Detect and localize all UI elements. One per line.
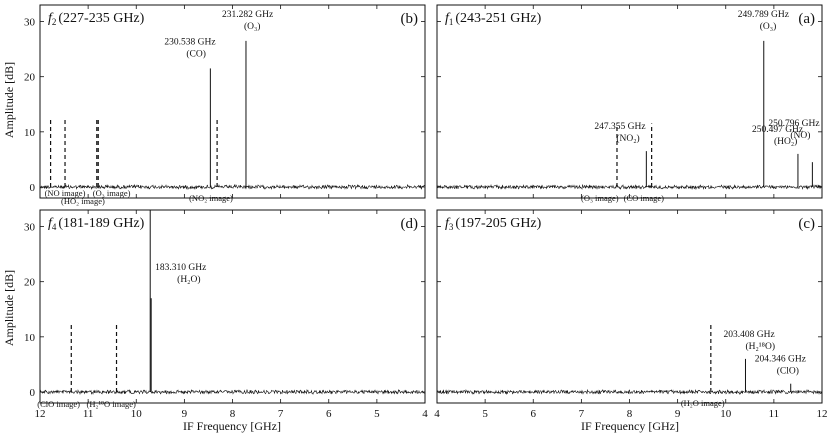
baseline-noise-trace — [437, 183, 822, 191]
panel-a: f1 (243-251 GHz) (a) 247.355 GHz(NO₂) 249.78… — [436, 4, 823, 203]
line-freq-label: 204.346 GHz — [755, 355, 806, 365]
x-tick-label: 7 — [278, 408, 284, 420]
line-freq-label: 203.408 GHz — [723, 330, 774, 340]
x-tick-label: 11 — [769, 408, 780, 420]
x-axis-label-right: IF Frequency [GHz] — [581, 419, 679, 433]
line-freq-label: 247.355 GHz — [594, 122, 645, 132]
line-species-label: (O₃) — [244, 21, 261, 32]
line-freq-label: 249.789 GHz — [738, 10, 789, 20]
panel-letter-b: (b) — [401, 11, 419, 27]
x-tick-label: 9 — [675, 408, 681, 420]
panel-data-a — [437, 40, 822, 191]
line-species-label: (HO₂) — [774, 136, 797, 147]
image-line-label: (H₂¹⁸O image) — [87, 399, 136, 409]
x-tick-label: 8 — [627, 408, 633, 420]
line-species-label: (ClO) — [777, 366, 799, 377]
line-species-label: (H₂¹⁸O) — [745, 341, 775, 352]
panel-letter-d: (d) — [401, 216, 419, 232]
image-line-label: (ClO image) — [37, 399, 80, 409]
y-tick-label: 10 — [24, 332, 36, 344]
line-freq-label: 250.796 GHz — [768, 119, 819, 129]
line-freq-label: 230.538 GHz — [164, 37, 215, 47]
y-tick-label: 30 — [24, 17, 36, 29]
y-tick-label: 20 — [24, 277, 36, 289]
panel-title-d: f4 (181-189 GHz) — [48, 216, 145, 232]
panel-data-d — [40, 210, 425, 395]
x-tick-label: 8 — [230, 408, 236, 420]
x-tick-label: 6 — [531, 408, 537, 420]
y-tick-label: 10 — [24, 127, 36, 139]
x-tick-label: 7 — [579, 408, 585, 420]
image-line-label: (CO image) — [624, 193, 665, 203]
line-species-label: (CO) — [186, 48, 206, 59]
panel-title-c: f3 (197-205 GHz) — [445, 216, 542, 232]
line-species-label: (NO₂) — [616, 133, 639, 144]
x-tick-label: 4 — [434, 408, 440, 420]
baseline-noise-trace — [40, 388, 425, 395]
image-line-label: (HO₂ image) — [61, 196, 105, 206]
panel-data-c — [437, 323, 822, 396]
y-axis-label-bottom: Amplitude [dB] — [2, 270, 16, 346]
line-species-label: (NO) — [790, 130, 810, 141]
panel-letter-a: (a) — [798, 11, 815, 27]
y-tick-label: 30 — [24, 222, 36, 234]
line-freq-label: 231.282 GHz — [222, 10, 273, 20]
image-line-label: (H₂O image) — [681, 398, 725, 408]
x-tick-label: 12 — [35, 408, 46, 420]
y-axis-label-top: Amplitude [dB] — [2, 62, 16, 138]
panel-title-b: f2 (227-235 GHz) — [48, 11, 145, 27]
line-species-label: (H₂O) — [177, 274, 200, 285]
x-tick-label: 6 — [326, 408, 332, 420]
x-axis-label-left: IF Frequency [GHz] — [183, 419, 281, 433]
line-freq-label: 250.497 GHz — [752, 125, 803, 135]
panel-letter-c: (c) — [798, 216, 815, 232]
x-tick-label: 10 — [131, 408, 143, 420]
panel-data-b — [40, 40, 425, 191]
x-tick-label: 5 — [482, 408, 488, 420]
line-species-label: (O₃) — [760, 21, 777, 32]
image-line-label: (NO₂ image) — [189, 193, 233, 203]
image-line-label: (O₃ image) — [581, 193, 619, 203]
image-line-label: (NO image) — [45, 188, 86, 198]
panel-frame — [39, 209, 426, 404]
baseline-noise-trace — [40, 183, 425, 191]
y-tick-label: 20 — [24, 72, 36, 84]
panel-frame — [436, 209, 823, 404]
x-tick-label: 11 — [83, 408, 94, 420]
x-tick-label: 12 — [817, 408, 828, 420]
baseline-noise-trace — [437, 388, 822, 396]
y-tick-label: 0 — [30, 387, 36, 399]
x-tick-label: 4 — [422, 408, 428, 420]
panel-c: 4 5 6 7 8 9 10 11 12 f3 (197-205 GHz) (c) 203.408 GH… — [434, 209, 828, 420]
line-freq-label: 183.310 GHz — [155, 263, 206, 273]
x-tick-label: 9 — [182, 408, 188, 420]
image-line-label: (O₃ image) — [93, 188, 131, 198]
panel-b: 0 10 20 30 f2 (227-235 GHz) (b) 230.538 GHz(CO)… — [24, 4, 426, 206]
x-tick-label: 5 — [374, 408, 380, 420]
y-tick-label: 0 — [30, 182, 36, 194]
panel-d: 12 11 10 9 8 7 6 5 4 0 10 20 30 f4 (181-189 GHz) (d) 183… — [24, 209, 428, 420]
x-tick-label: 10 — [720, 408, 732, 420]
panel-title-a: f1 (243-251 GHz) — [445, 11, 542, 27]
